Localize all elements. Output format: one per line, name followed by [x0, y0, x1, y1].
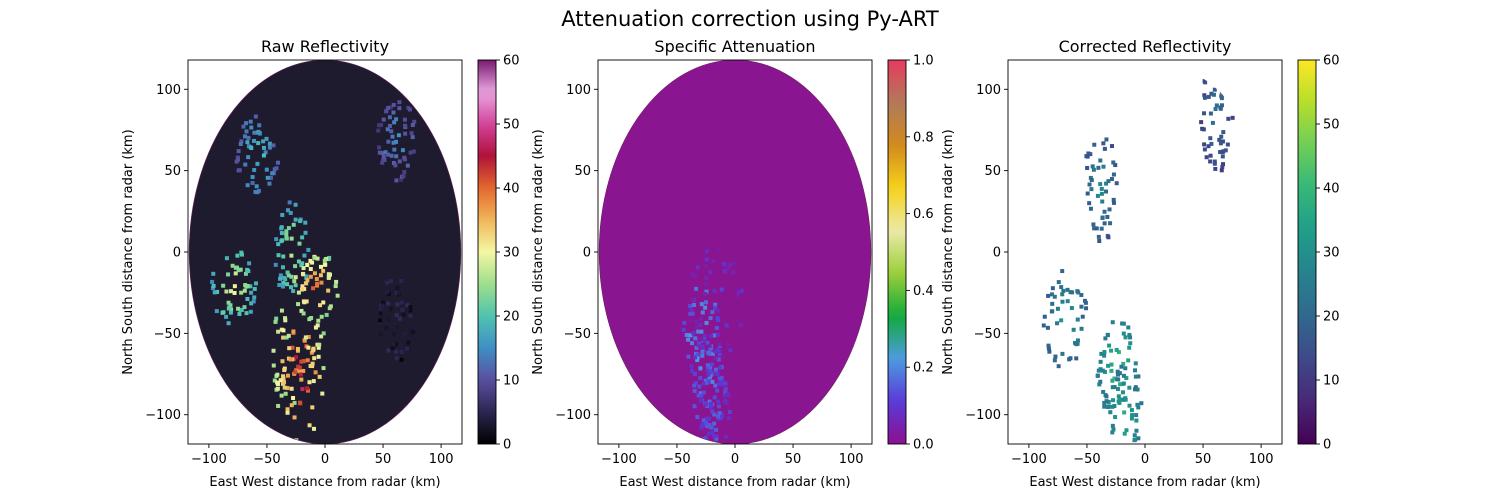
colorbar-gradient	[887, 59, 907, 445]
x-tick-label: 100	[839, 452, 864, 467]
x-tick-label: 0	[731, 452, 739, 467]
colorbar-tick-label: 0	[1323, 438, 1331, 453]
x-tick-label: 50	[375, 452, 392, 467]
colorbar-tick-label: 0.0	[913, 438, 934, 453]
y-tick-label: −100	[965, 408, 1001, 423]
colorbar-tick-label: 30	[503, 246, 520, 261]
x-tick-label: 50	[1195, 452, 1212, 467]
colorbar-tick-label: 0	[503, 438, 511, 453]
colorbar-tick-label: 0.2	[913, 361, 934, 376]
colorbar-tick-label: 20	[503, 310, 520, 325]
y-axis-label: North South distance from radar (km)	[941, 129, 956, 374]
colorbar-tick-label: 60	[1323, 54, 1340, 69]
radar-field	[189, 60, 461, 444]
axes-frame	[1007, 59, 1283, 445]
rain-cell	[689, 247, 744, 361]
y-tick-label: 50	[574, 164, 591, 179]
colorbar-tick-label: 60	[503, 54, 520, 69]
colorbar-tick-label: 10	[1323, 374, 1340, 389]
y-tick-label: 0	[173, 246, 181, 261]
panel-2: −100 −50 0 50 100 −100 −50 0 50 100 Specific Atten…	[531, 37, 934, 490]
colorbar-tick-label: 0.4	[913, 284, 934, 299]
y-tick-label: −50	[564, 327, 591, 342]
x-tick-label: 50	[785, 452, 802, 467]
x-tick-label: 100	[429, 452, 454, 467]
y-tick-label: 0	[993, 246, 1001, 261]
x-tick-label: −100	[191, 452, 227, 467]
panel-title: Corrected Reflectivity	[1059, 37, 1232, 56]
y-tick-label: −50	[974, 327, 1001, 342]
colorbar-tick-label: 0.6	[913, 207, 934, 222]
x-tick-label: 0	[321, 452, 329, 467]
radar-field	[599, 60, 871, 444]
x-axis-label: East West distance from radar (km)	[619, 475, 850, 490]
x-axis-label: East West distance from radar (km)	[1029, 475, 1260, 490]
rain-cell	[292, 254, 340, 322]
colorbar-tick-label: 1.0	[913, 54, 934, 69]
y-axis-label: North South distance from radar (km)	[531, 129, 546, 374]
panel-title: Specific Attenuation	[654, 37, 815, 56]
colorbar-tick-label: 0.8	[913, 130, 934, 145]
y-tick-label: 0	[583, 246, 591, 261]
colorbar: 0 10 20 30 40 50 60	[477, 54, 520, 453]
colorbar: 0.0 0.2 0.4 0.6 0.8 1.0	[887, 54, 934, 453]
rain-cell	[234, 114, 280, 195]
rain-cell	[210, 250, 259, 326]
rain-cell	[1084, 137, 1119, 243]
colorbar-gradient	[1297, 59, 1317, 445]
rain-cell	[376, 100, 417, 183]
radar-field	[1041, 60, 1235, 444]
panel-title: Raw Reflectivity	[261, 37, 389, 56]
radar-disk	[189, 60, 461, 444]
x-tick-label: −50	[663, 452, 690, 467]
rain-cell	[1199, 60, 1235, 173]
colorbar-tick-label: 40	[1323, 182, 1340, 197]
colorbar-tick-label: 20	[1323, 310, 1340, 325]
x-axis-label: East West distance from radar (km)	[209, 475, 440, 490]
y-axis-label: North South distance from radar (km)	[121, 129, 136, 374]
x-tick-label: −50	[1073, 452, 1100, 467]
colorbar-gradient	[477, 59, 497, 445]
colorbar-tick-label: 30	[1323, 246, 1340, 261]
y-tick-label: 50	[984, 164, 1001, 179]
rain-cell	[1095, 320, 1141, 410]
colorbar-tick-label: 50	[1323, 118, 1340, 133]
x-tick-label: −50	[253, 452, 280, 467]
x-tick-label: −100	[601, 452, 637, 467]
figure-title: Attenuation correction using Py-ART	[561, 7, 939, 31]
y-tick-label: 100	[156, 83, 181, 98]
y-tick-label: 100	[566, 83, 591, 98]
colorbar: 0 10 20 30 40 50 60	[1297, 54, 1340, 453]
rain-cell	[271, 308, 326, 405]
rain-cell	[378, 278, 417, 362]
radar-disk	[599, 60, 871, 444]
rain-cell	[1104, 364, 1144, 444]
rain-cell	[1041, 269, 1089, 369]
x-tick-label: 0	[1141, 452, 1149, 467]
y-tick-label: 50	[164, 164, 181, 179]
y-tick-label: −50	[154, 327, 181, 342]
colorbar-tick-label: 50	[503, 118, 520, 133]
y-tick-label: 100	[976, 83, 1001, 98]
rain-cell	[274, 333, 325, 443]
rain-cell	[689, 338, 728, 436]
y-tick-label: −100	[145, 408, 181, 423]
x-tick-label: −100	[1011, 452, 1047, 467]
x-tick-label: 100	[1249, 452, 1274, 467]
colorbar-tick-label: 10	[503, 374, 520, 389]
colorbar-tick-label: 40	[503, 182, 520, 197]
y-tick-label: −100	[555, 408, 591, 423]
